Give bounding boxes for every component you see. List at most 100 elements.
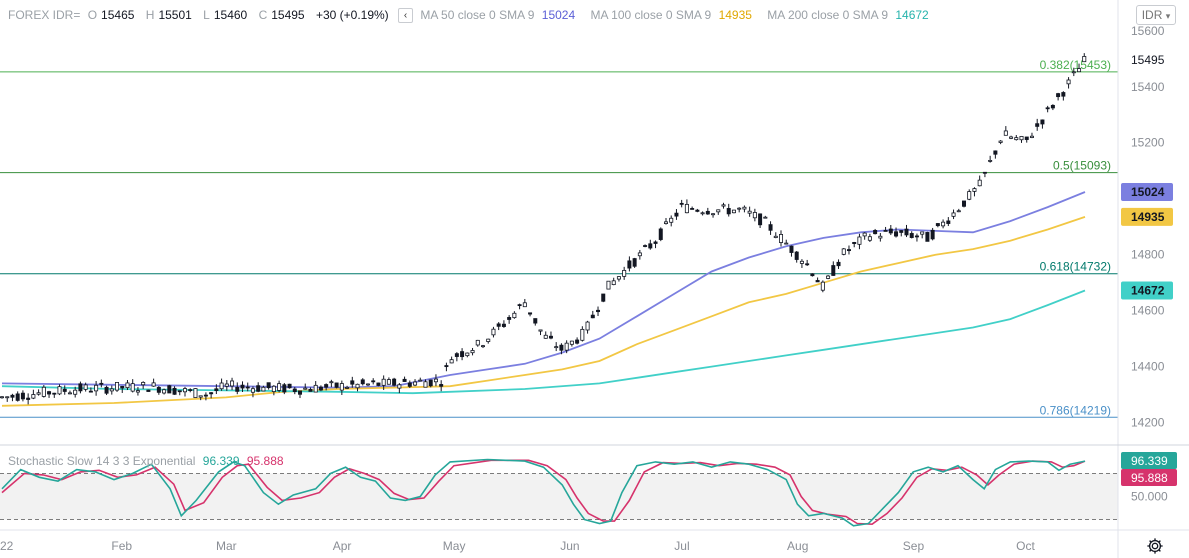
candle-body (810, 273, 815, 277)
candle-body (167, 385, 172, 394)
candle-body (773, 235, 778, 238)
stochastic-title: Stochastic Slow 14 3 3 Exponential (8, 454, 196, 468)
candle-body (904, 228, 909, 236)
candle-body (162, 389, 167, 394)
ma-value-badge (1121, 281, 1173, 300)
candle-body (883, 230, 888, 232)
candle-body (418, 379, 423, 382)
candle-body (606, 280, 611, 290)
candle-body (878, 235, 883, 239)
ma-value-badge (1121, 207, 1173, 226)
candle-body (0, 396, 4, 399)
candle-body (873, 230, 878, 235)
price-tick-label: 15600 (1131, 24, 1165, 38)
collapse-legend-button[interactable]: ‹ (398, 8, 414, 24)
candle-body (852, 242, 857, 244)
low-label: L (203, 8, 210, 22)
candle-body (240, 384, 245, 389)
currency-label: IDR (1141, 8, 1163, 22)
fib-label: 0.618(14732) (1040, 260, 1111, 274)
time-tick-label: Feb (111, 539, 132, 553)
candle-body (376, 382, 381, 386)
candle-body (758, 213, 763, 226)
stochastic-band (0, 473, 1118, 520)
time-tick-label: Jul (674, 539, 689, 553)
candle-body (125, 382, 130, 389)
candle-body (596, 309, 601, 313)
time-tick-label: May (443, 539, 466, 553)
candle-body (899, 230, 904, 233)
candle-body (151, 382, 156, 387)
candle-body (334, 382, 339, 388)
candle-body (392, 378, 397, 386)
candle-body (193, 388, 198, 398)
candle-body (83, 384, 88, 390)
candle-body (512, 312, 517, 319)
ohlc-legend: FOREX IDR= O 15465 H 15501 L 15460 C 15495 +… (8, 8, 933, 24)
candle-body (616, 276, 621, 280)
candle-body (355, 383, 360, 389)
candle-body (972, 188, 977, 192)
open-value: 15465 (101, 8, 135, 22)
currency-dropdown[interactable]: IDR ▾ (1136, 5, 1176, 25)
candle-body (94, 384, 99, 392)
candle-body (569, 340, 574, 345)
candle-body (522, 302, 527, 308)
candle-body (41, 386, 46, 397)
candle-body (10, 394, 15, 398)
stoch-value-badge (1121, 469, 1177, 486)
candle-body (78, 383, 83, 392)
candle-body (318, 386, 323, 391)
candle-body (146, 389, 151, 392)
time-tick-label: Aug (787, 539, 808, 553)
candle-body (496, 323, 501, 327)
candle-body (914, 235, 919, 238)
stoch-value-badge (1121, 452, 1177, 469)
candle-body (298, 390, 303, 395)
candle-body (135, 390, 140, 393)
candle-body (585, 321, 590, 331)
candle-body (554, 346, 559, 349)
candle-body (277, 383, 282, 391)
candle-body (768, 224, 773, 231)
price-tick-label: 14800 (1131, 248, 1165, 262)
candle-body (256, 385, 261, 392)
candle-body (548, 335, 553, 339)
candle-body (721, 204, 726, 207)
high-value: 15501 (158, 8, 192, 22)
low-value: 15460 (213, 8, 248, 22)
fib-label: 0.382(15453) (1040, 58, 1111, 72)
candle-body (784, 242, 789, 245)
candle-body (1040, 119, 1045, 125)
candle-body (737, 207, 742, 210)
price-tick-label: 15400 (1131, 80, 1165, 94)
candle-body (1003, 130, 1008, 136)
candle-body (956, 210, 961, 213)
time-tick-label: Mar (216, 539, 237, 553)
gear-icon[interactable] (1146, 537, 1164, 555)
candle-body (1066, 79, 1071, 85)
candle-body (214, 388, 219, 392)
candle-body (52, 392, 57, 395)
candle-body (486, 338, 491, 342)
candle-body (303, 387, 308, 390)
candle-body (805, 263, 810, 266)
price-tick-label: 14200 (1131, 416, 1165, 430)
candle-body (444, 365, 449, 368)
candle-body (679, 202, 684, 205)
candle-body (203, 394, 208, 397)
stoch-k-value: 96.339 (202, 454, 240, 468)
close-value: 15495 (271, 8, 305, 22)
ma100-value: 14935 (718, 8, 752, 22)
ma200-line (1, 289, 1086, 395)
time-tick-label: Oct (1016, 539, 1035, 553)
candle-body (543, 334, 548, 339)
candle-body (820, 281, 825, 291)
candle-body (601, 293, 606, 302)
candle-body (413, 381, 418, 386)
candle-body (454, 353, 459, 357)
candle-body (360, 379, 365, 385)
candle-body (250, 388, 255, 393)
